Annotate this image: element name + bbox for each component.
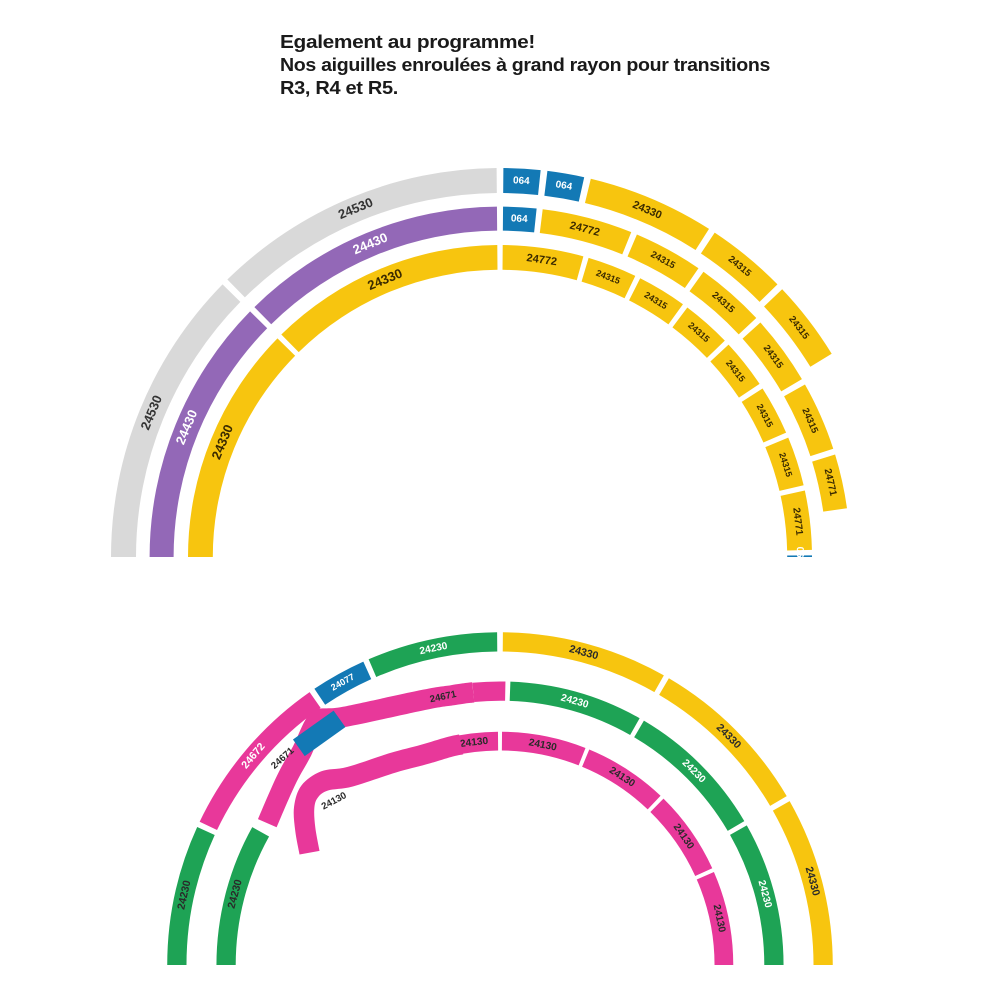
svg-text:064: 064 [513,175,531,187]
svg-text:064: 064 [511,213,529,225]
svg-text:Nos aiguilles enroulées à gran: Nos aiguilles enroulées à grand rayon po… [280,55,770,75]
svg-text:064: 064 [794,547,805,564]
svg-text:R3, R4 et R5.: R3, R4 et R5. [280,78,398,98]
svg-text:Egalement au programme!: Egalement au programme! [280,32,535,52]
